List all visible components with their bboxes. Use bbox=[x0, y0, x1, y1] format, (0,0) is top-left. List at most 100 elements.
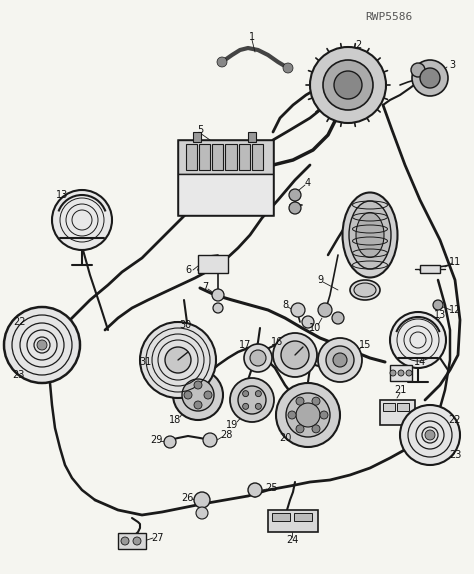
Circle shape bbox=[318, 303, 332, 317]
Text: 16: 16 bbox=[271, 337, 283, 347]
Circle shape bbox=[296, 425, 304, 433]
Circle shape bbox=[212, 289, 224, 301]
Text: 23: 23 bbox=[12, 370, 24, 380]
Circle shape bbox=[238, 386, 266, 414]
Text: 22: 22 bbox=[449, 415, 461, 425]
Bar bbox=[390, 365, 412, 381]
Circle shape bbox=[203, 433, 217, 447]
Text: 17: 17 bbox=[239, 340, 251, 350]
Circle shape bbox=[194, 492, 210, 508]
Text: 15: 15 bbox=[359, 340, 371, 350]
Text: 1: 1 bbox=[249, 32, 255, 42]
Text: 23: 23 bbox=[449, 450, 461, 460]
Bar bbox=[397, 403, 409, 411]
Circle shape bbox=[217, 57, 227, 67]
Circle shape bbox=[281, 341, 309, 369]
Text: 25: 25 bbox=[266, 483, 278, 493]
Text: 13: 13 bbox=[434, 310, 446, 320]
Text: 12: 12 bbox=[449, 305, 461, 315]
Bar bbox=[178, 174, 273, 215]
Circle shape bbox=[255, 404, 261, 409]
Circle shape bbox=[194, 381, 202, 389]
Circle shape bbox=[184, 391, 192, 399]
Circle shape bbox=[326, 346, 354, 374]
Circle shape bbox=[248, 483, 262, 497]
Circle shape bbox=[333, 353, 347, 367]
Bar bbox=[212, 144, 224, 170]
Bar bbox=[226, 144, 237, 170]
Circle shape bbox=[194, 401, 202, 409]
Bar bbox=[248, 132, 256, 142]
Circle shape bbox=[243, 404, 249, 409]
Circle shape bbox=[121, 537, 129, 545]
Circle shape bbox=[133, 537, 141, 545]
Text: 14: 14 bbox=[414, 357, 426, 367]
Circle shape bbox=[398, 370, 404, 376]
Text: 24: 24 bbox=[286, 535, 298, 545]
Circle shape bbox=[411, 63, 425, 77]
Circle shape bbox=[312, 397, 320, 405]
Circle shape bbox=[255, 391, 261, 397]
Bar bbox=[252, 144, 263, 170]
Circle shape bbox=[334, 71, 362, 99]
Bar bbox=[198, 255, 228, 273]
Circle shape bbox=[164, 436, 176, 448]
Ellipse shape bbox=[354, 283, 376, 297]
Circle shape bbox=[250, 350, 266, 366]
Circle shape bbox=[318, 338, 362, 382]
Circle shape bbox=[182, 379, 214, 411]
Text: 3: 3 bbox=[449, 60, 455, 70]
Bar bbox=[186, 144, 197, 170]
Circle shape bbox=[425, 430, 435, 440]
Text: 26: 26 bbox=[181, 493, 193, 503]
Text: 10: 10 bbox=[309, 323, 321, 333]
Bar bbox=[118, 533, 146, 549]
Bar bbox=[178, 140, 273, 215]
Text: 20: 20 bbox=[279, 433, 291, 443]
Circle shape bbox=[291, 303, 305, 317]
Text: 6: 6 bbox=[185, 265, 191, 275]
Text: 13: 13 bbox=[56, 190, 68, 200]
Text: 21: 21 bbox=[394, 385, 406, 395]
Ellipse shape bbox=[343, 192, 398, 277]
Circle shape bbox=[4, 307, 80, 383]
Circle shape bbox=[420, 68, 440, 88]
Text: 4: 4 bbox=[305, 178, 311, 188]
Circle shape bbox=[213, 303, 223, 313]
Text: 31: 31 bbox=[139, 357, 151, 367]
Circle shape bbox=[288, 411, 296, 419]
Bar bbox=[199, 144, 210, 170]
Circle shape bbox=[244, 344, 272, 372]
Bar bbox=[420, 265, 440, 273]
Ellipse shape bbox=[356, 212, 384, 258]
Text: 9: 9 bbox=[317, 275, 323, 285]
Circle shape bbox=[37, 340, 47, 350]
Circle shape bbox=[289, 189, 301, 201]
Bar bbox=[383, 403, 395, 411]
Text: 28: 28 bbox=[220, 430, 232, 440]
Circle shape bbox=[140, 322, 216, 398]
Bar bbox=[380, 400, 415, 425]
Text: 5: 5 bbox=[197, 125, 203, 135]
Text: 11: 11 bbox=[449, 257, 461, 267]
Text: 30: 30 bbox=[179, 320, 191, 330]
Circle shape bbox=[289, 202, 301, 214]
Circle shape bbox=[286, 393, 330, 437]
Circle shape bbox=[230, 378, 274, 422]
Circle shape bbox=[320, 411, 328, 419]
Circle shape bbox=[302, 316, 314, 328]
Circle shape bbox=[312, 425, 320, 433]
Text: 19: 19 bbox=[226, 420, 238, 430]
Bar bbox=[272, 513, 290, 521]
Text: 22: 22 bbox=[14, 317, 26, 327]
Ellipse shape bbox=[349, 201, 391, 269]
Circle shape bbox=[52, 190, 112, 250]
Circle shape bbox=[433, 300, 443, 310]
Circle shape bbox=[390, 370, 396, 376]
Circle shape bbox=[273, 333, 317, 377]
Bar bbox=[193, 132, 201, 142]
Text: 7: 7 bbox=[202, 282, 208, 292]
Circle shape bbox=[173, 370, 223, 420]
Circle shape bbox=[276, 383, 340, 447]
Circle shape bbox=[204, 391, 212, 399]
